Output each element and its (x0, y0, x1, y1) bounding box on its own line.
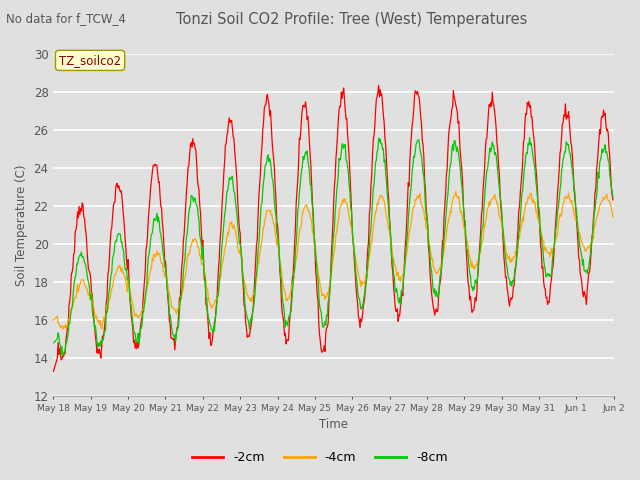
Y-axis label: Soil Temperature (C): Soil Temperature (C) (15, 164, 28, 286)
Text: TZ_soilco2: TZ_soilco2 (59, 54, 121, 67)
Text: No data for f_TCW_4: No data for f_TCW_4 (6, 12, 126, 25)
X-axis label: Time: Time (319, 419, 348, 432)
Legend: -2cm, -4cm, -8cm: -2cm, -4cm, -8cm (187, 446, 453, 469)
Text: Tonzi Soil CO2 Profile: Tree (West) Temperatures: Tonzi Soil CO2 Profile: Tree (West) Temp… (176, 12, 528, 27)
